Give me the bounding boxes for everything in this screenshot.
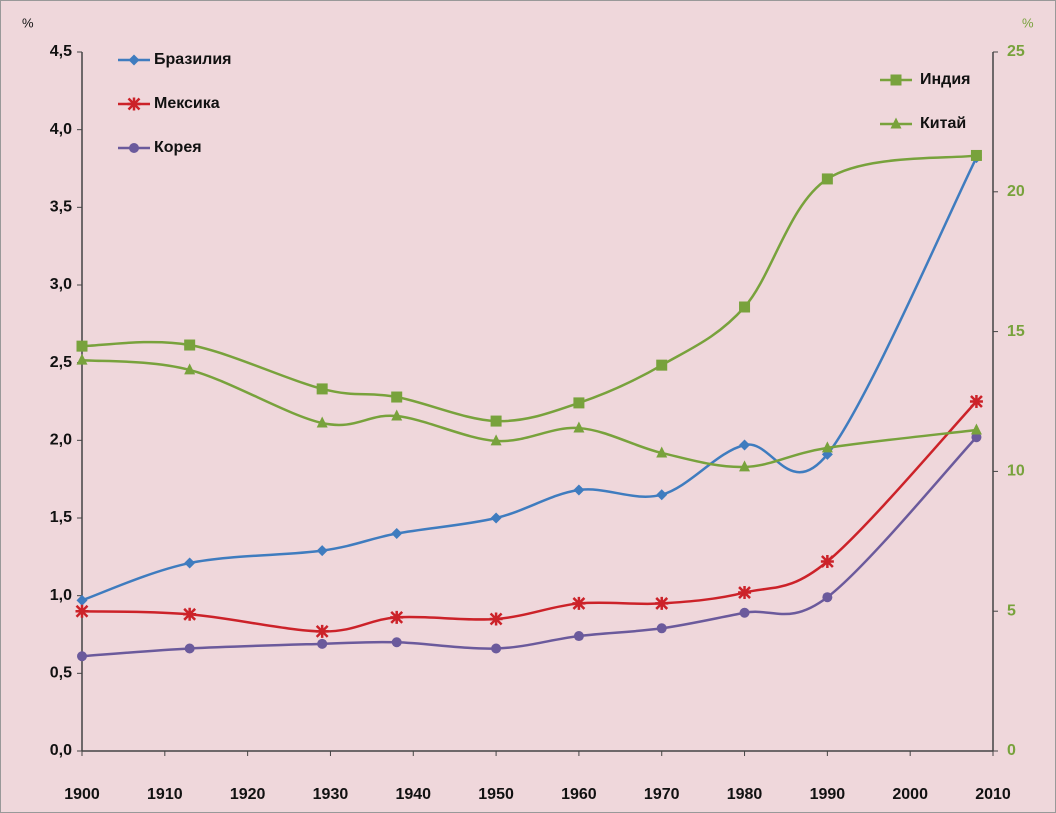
marker: [490, 415, 502, 427]
y-axis-label: %: [22, 15, 34, 30]
series-line: [81, 358, 977, 469]
legend-marker: [127, 97, 141, 111]
x-tick-label: 1910: [147, 786, 183, 803]
legend-label: Бразилия: [154, 51, 232, 68]
marker: [739, 439, 751, 451]
marker: [391, 409, 403, 421]
marker: [184, 643, 195, 654]
marker: [820, 554, 834, 568]
y-tick-label: 4,5: [50, 43, 72, 60]
x-tick-label: 1990: [810, 786, 846, 803]
marker: [315, 624, 329, 638]
marker: [491, 643, 502, 654]
marker: [739, 460, 751, 472]
x-tick-label: 1960: [561, 786, 597, 803]
marker: [739, 301, 751, 313]
series-line: [81, 400, 978, 633]
marker: [75, 604, 89, 618]
x-tick-label: 2010: [975, 786, 1011, 803]
y2-axis-label: %: [1022, 15, 1034, 30]
marker: [489, 612, 503, 626]
marker: [656, 446, 668, 458]
y-tick-label: 3,0: [50, 276, 72, 293]
y2-tick-label: 25: [1007, 43, 1025, 60]
marker: [316, 545, 328, 557]
x-tick-label: 1980: [727, 786, 763, 803]
x-tick-label: 2000: [892, 786, 928, 803]
marker: [656, 359, 668, 371]
marker: [821, 441, 833, 453]
marker: [656, 623, 667, 634]
legend-marker: [129, 143, 139, 153]
marker: [316, 383, 328, 395]
x-tick-label: 1920: [230, 786, 266, 803]
marker: [572, 596, 586, 610]
marker: [490, 512, 502, 524]
marker: [969, 395, 983, 408]
legend-label: Индия: [920, 71, 971, 88]
marker: [490, 434, 502, 446]
x-tick-label: 1970: [644, 786, 680, 803]
y-tick-label: 1,5: [50, 509, 72, 526]
y-tick-label: 4,0: [50, 121, 72, 138]
marker: [971, 432, 982, 443]
marker: [573, 397, 585, 409]
marker: [655, 596, 669, 610]
x-tick-label: 1940: [395, 786, 431, 803]
marker: [821, 173, 833, 185]
x-tick-label: 1900: [64, 786, 100, 803]
series-line: [81, 154, 977, 423]
marker: [317, 638, 328, 649]
marker: [77, 651, 87, 662]
y-tick-label: 3,5: [50, 199, 72, 216]
marker: [970, 149, 982, 161]
y-tick-label: 2,0: [50, 432, 72, 449]
series-line: [81, 436, 978, 658]
y2-tick-label: 20: [1007, 183, 1025, 200]
marker: [391, 528, 403, 540]
marker: [656, 489, 668, 501]
y-tick-label: 0,0: [50, 742, 72, 759]
y2-tick-label: 5: [1007, 602, 1016, 619]
marker: [391, 637, 402, 648]
y2-tick-label: 15: [1007, 323, 1025, 340]
marker: [76, 353, 88, 365]
marker: [391, 391, 403, 403]
legend-marker: [890, 117, 902, 129]
legend-marker: [128, 54, 140, 66]
marker: [573, 631, 584, 642]
y2-tick-label: 10: [1007, 463, 1025, 480]
x-tick-label: 1950: [478, 786, 514, 803]
marker: [970, 423, 982, 435]
marker: [184, 363, 196, 375]
legend-label: Китай: [920, 115, 966, 132]
y-tick-label: 1,0: [50, 587, 72, 604]
marker: [76, 594, 88, 606]
x-tick-label: 1930: [313, 786, 349, 803]
marker: [184, 339, 196, 351]
marker: [183, 607, 197, 621]
y2-tick-label: 0: [1007, 742, 1016, 759]
legend-label: Мексика: [154, 95, 220, 112]
marker: [573, 421, 585, 433]
marker: [822, 592, 833, 603]
marker: [739, 607, 750, 618]
marker: [738, 586, 752, 600]
marker: [316, 416, 328, 428]
y-tick-label: 2,5: [50, 354, 72, 371]
marker: [390, 610, 404, 624]
legend-marker: [890, 74, 902, 86]
legend-label: Корея: [154, 139, 202, 156]
marker: [573, 484, 585, 496]
y-tick-label: 0,5: [50, 665, 72, 682]
marker: [76, 340, 88, 352]
marker: [184, 557, 196, 569]
